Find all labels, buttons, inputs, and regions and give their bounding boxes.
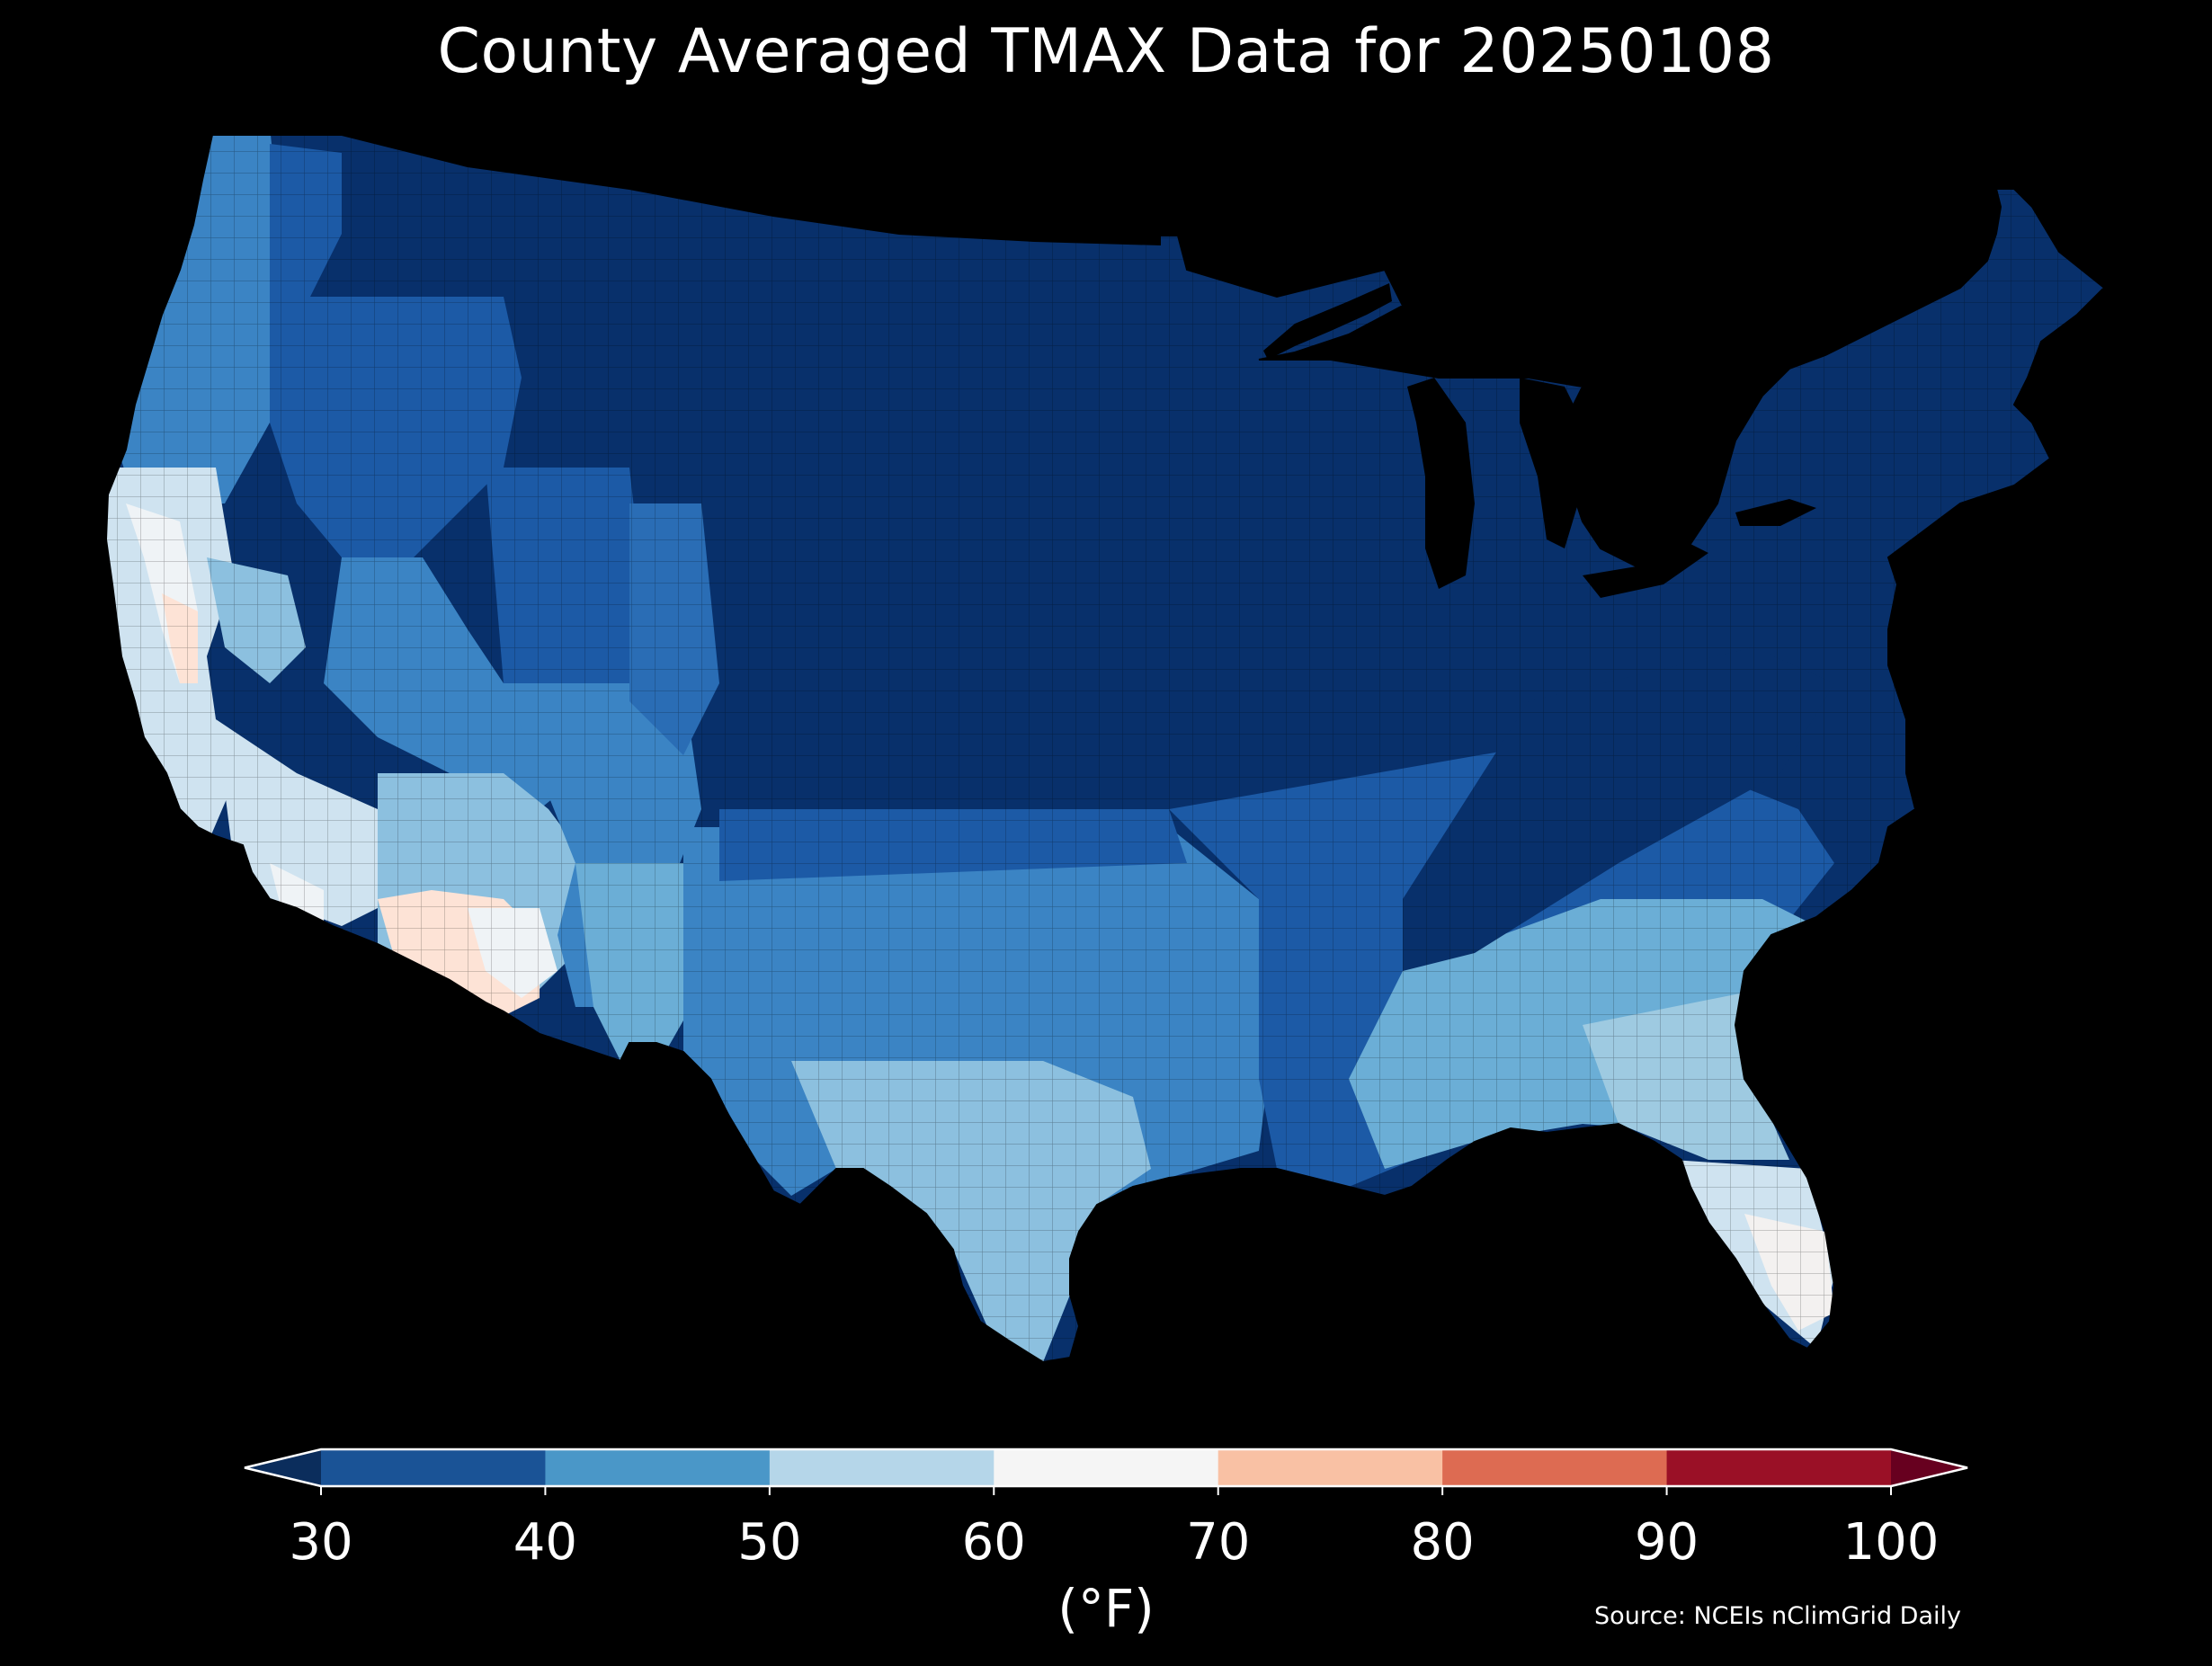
colorbar-bin-60-70 xyxy=(994,1449,1219,1486)
colorbar-tick-label: 100 xyxy=(1842,1513,1940,1572)
colorbar-tick-label: 50 xyxy=(737,1513,802,1572)
lake-ontario xyxy=(1735,499,1816,526)
lake-michigan xyxy=(1407,378,1475,589)
colorbar-tick-label: 70 xyxy=(1186,1513,1251,1572)
colorbar-bin-70-80 xyxy=(1217,1449,1443,1486)
lake-erie xyxy=(1583,544,1708,598)
colorbar-bin-40-50 xyxy=(545,1449,771,1486)
colorbar-under-extension xyxy=(245,1449,321,1486)
colorbar-tick-label: 30 xyxy=(289,1513,353,1572)
colorbar-tick-label: 80 xyxy=(1410,1513,1475,1572)
lake-superior xyxy=(1263,283,1392,360)
map-title: County Averaged TMAX Data for 20250108 xyxy=(437,16,1775,87)
colorbar-tick-label: 60 xyxy=(961,1513,1026,1572)
colorbar-bin-50-60 xyxy=(769,1449,995,1486)
source-credit: Source: NCEIs nClimGrid Daily xyxy=(1594,1602,1961,1630)
colorbar-tick-label: 90 xyxy=(1634,1513,1699,1572)
colorbar-bin-90-100 xyxy=(1666,1449,1892,1486)
colorbar-tick-label: 40 xyxy=(513,1513,578,1572)
colorbar-unit-label: (°F) xyxy=(1057,1578,1155,1639)
colorbar-bin-30-40 xyxy=(321,1449,546,1486)
lake-huron xyxy=(1520,378,1583,548)
colorbar-bin-80-90 xyxy=(1442,1449,1668,1486)
colorbar-over-extension xyxy=(1891,1449,1967,1486)
